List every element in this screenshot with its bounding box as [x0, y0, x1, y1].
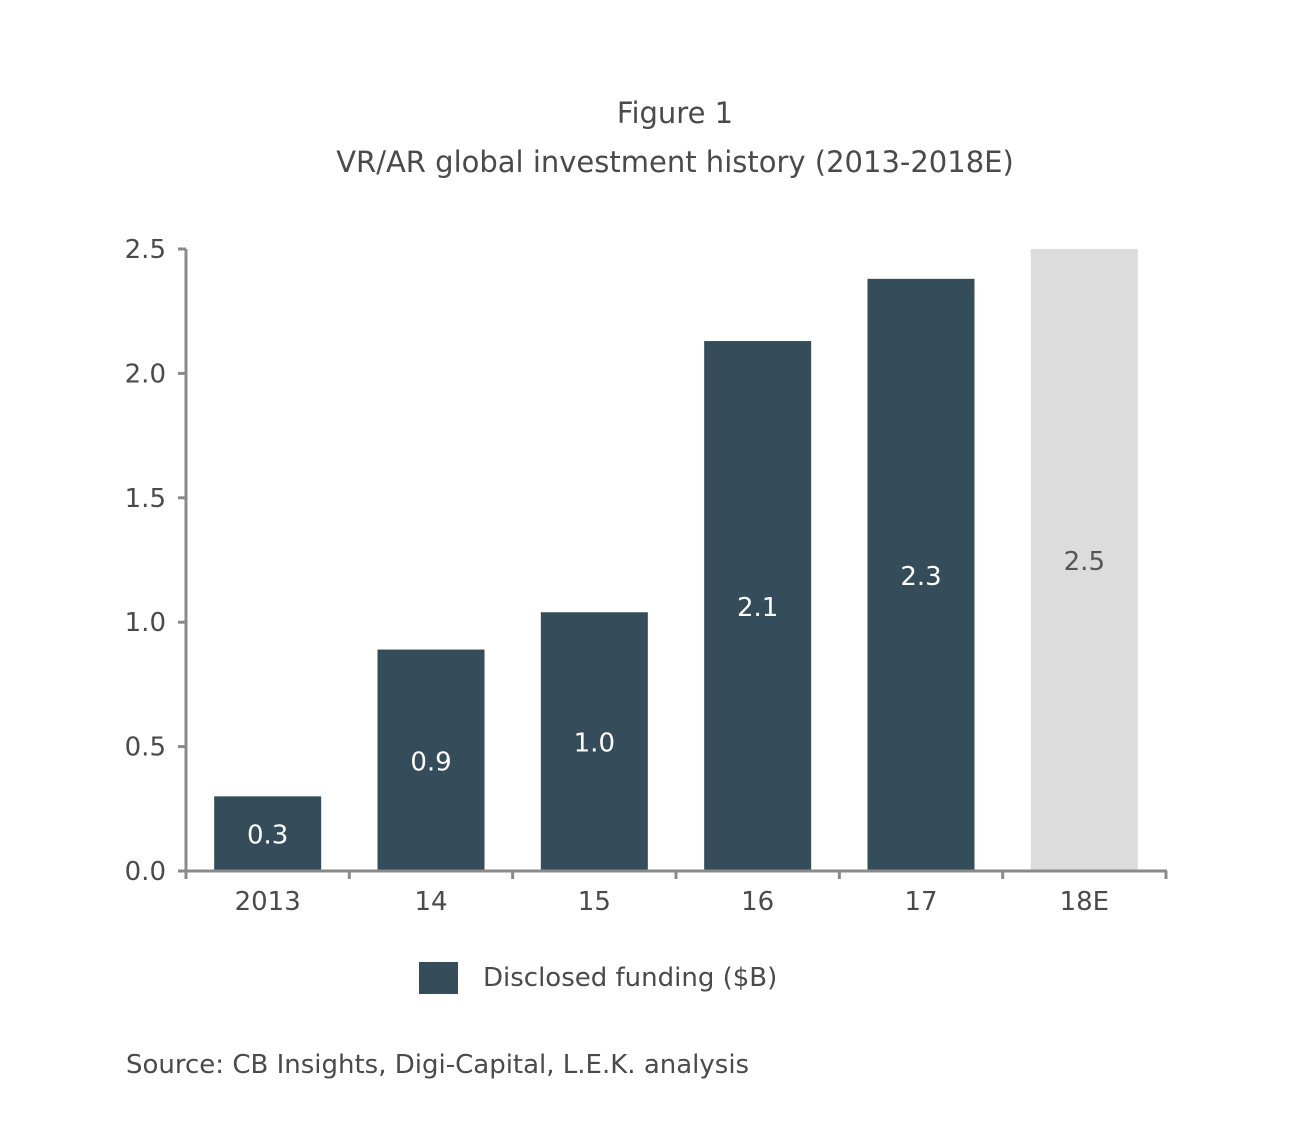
bar-17 [867, 278, 975, 872]
y-tick-label: 2.5 [125, 235, 166, 265]
data-label: 2.1 [737, 593, 778, 623]
legend-swatch [419, 962, 458, 994]
bar-2013 [214, 796, 322, 871]
chart-title: Figure 1 [616, 96, 734, 130]
chart-subtitle: VR/AR global investment history (2013-20… [336, 145, 1014, 179]
x-tick-label: 16 [741, 887, 774, 917]
bar-18E [1030, 249, 1138, 871]
legend: Disclosed funding ($B) [419, 962, 777, 994]
data-label: 0.9 [410, 747, 451, 777]
x-tick-label: 2013 [235, 887, 301, 917]
y-tick-label: 0.0 [125, 857, 166, 887]
source-note: Source: CB Insights, Digi-Capital, L.E.K… [126, 1050, 750, 1080]
bar-14 [377, 649, 485, 871]
x-tick-label: 14 [414, 887, 447, 917]
x-tick-label: 17 [904, 887, 937, 917]
data-label: 1.0 [574, 729, 615, 759]
bar-15 [540, 612, 648, 871]
y-tick-label: 1.5 [125, 484, 166, 514]
x-tick-label: 15 [578, 887, 611, 917]
x-tick-label: 18E [1060, 887, 1110, 917]
y-tick-label: 2.0 [125, 359, 166, 389]
bar-16 [704, 341, 812, 871]
data-label: 2.3 [900, 562, 941, 592]
y-tick-label: 1.0 [125, 608, 166, 638]
data-label: 2.5 [1064, 547, 1105, 577]
data-label: 0.3 [247, 821, 288, 851]
y-tick-label: 0.5 [125, 733, 166, 763]
legend-label: Disclosed funding ($B) [483, 963, 778, 993]
